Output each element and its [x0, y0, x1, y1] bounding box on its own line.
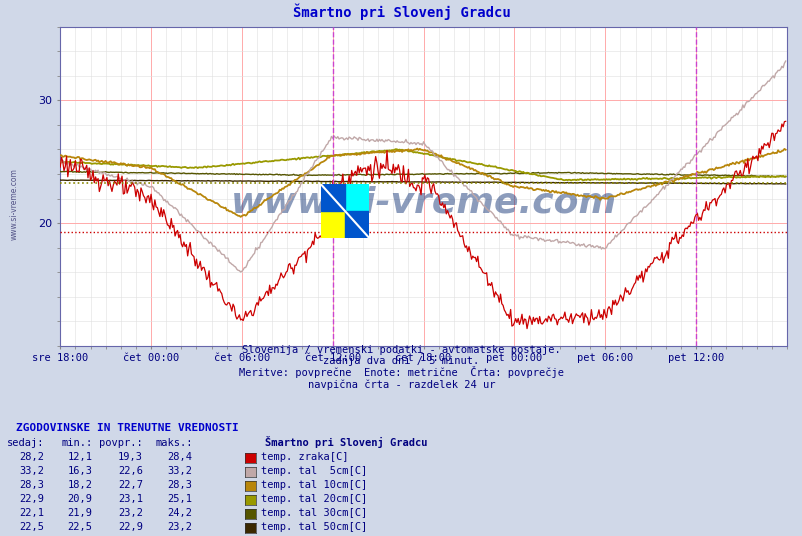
Text: 20,9: 20,9	[67, 494, 92, 504]
Bar	[320, 211, 344, 237]
Text: 23,2: 23,2	[118, 508, 143, 518]
Text: 22,9: 22,9	[118, 522, 143, 532]
Polygon shape	[320, 184, 344, 211]
Text: temp. tal 30cm[C]: temp. tal 30cm[C]	[261, 508, 367, 518]
Text: 22,1: 22,1	[19, 508, 44, 518]
Text: 23,1: 23,1	[118, 494, 143, 504]
Text: 16,3: 16,3	[67, 466, 92, 477]
Text: sedaj:: sedaj:	[6, 438, 44, 449]
Text: 25,1: 25,1	[168, 494, 192, 504]
Text: Šmartno pri Slovenj Gradcu: Šmartno pri Slovenj Gradcu	[292, 4, 510, 20]
Polygon shape	[344, 211, 368, 237]
Text: temp. tal 10cm[C]: temp. tal 10cm[C]	[261, 480, 367, 490]
Bar	[344, 184, 368, 211]
Text: Šmartno pri Slovenj Gradcu: Šmartno pri Slovenj Gradcu	[265, 436, 427, 449]
Text: www.si-vreme.com: www.si-vreme.com	[230, 185, 616, 219]
Text: zadnja dva dni / 5 minut.: zadnja dva dni / 5 minut.	[323, 356, 479, 367]
Text: temp. tal 20cm[C]: temp. tal 20cm[C]	[261, 494, 367, 504]
Text: 23,2: 23,2	[168, 522, 192, 532]
Text: min.:: min.:	[61, 438, 92, 449]
Text: 19,3: 19,3	[118, 452, 143, 463]
Text: 21,9: 21,9	[67, 508, 92, 518]
Text: navpična črta - razdelek 24 ur: navpična črta - razdelek 24 ur	[307, 379, 495, 390]
Text: 28,3: 28,3	[19, 480, 44, 490]
Text: www.si-vreme.com: www.si-vreme.com	[10, 168, 18, 240]
Text: 22,7: 22,7	[118, 480, 143, 490]
Text: Slovenija / vremenski podatki - avtomatske postaje.: Slovenija / vremenski podatki - avtomats…	[242, 345, 560, 355]
Text: 22,9: 22,9	[19, 494, 44, 504]
Text: temp. tal 50cm[C]: temp. tal 50cm[C]	[261, 522, 367, 532]
Text: ZGODOVINSKE IN TRENUTNE VREDNOSTI: ZGODOVINSKE IN TRENUTNE VREDNOSTI	[16, 423, 238, 434]
Text: 12,1: 12,1	[67, 452, 92, 463]
Text: 22,6: 22,6	[118, 466, 143, 477]
Text: 24,2: 24,2	[168, 508, 192, 518]
Text: temp. zraka[C]: temp. zraka[C]	[261, 452, 348, 463]
Text: temp. tal  5cm[C]: temp. tal 5cm[C]	[261, 466, 367, 477]
Text: 18,2: 18,2	[67, 480, 92, 490]
Text: povpr.:: povpr.:	[99, 438, 143, 449]
Text: 22,5: 22,5	[67, 522, 92, 532]
Text: 33,2: 33,2	[19, 466, 44, 477]
Text: Meritve: povprečne  Enote: metrične  Črta: povprečje: Meritve: povprečne Enote: metrične Črta:…	[239, 366, 563, 378]
Text: 28,4: 28,4	[168, 452, 192, 463]
Text: maks.:: maks.:	[155, 438, 192, 449]
Text: 28,3: 28,3	[168, 480, 192, 490]
Text: 22,5: 22,5	[19, 522, 44, 532]
Text: 28,2: 28,2	[19, 452, 44, 463]
Text: 33,2: 33,2	[168, 466, 192, 477]
